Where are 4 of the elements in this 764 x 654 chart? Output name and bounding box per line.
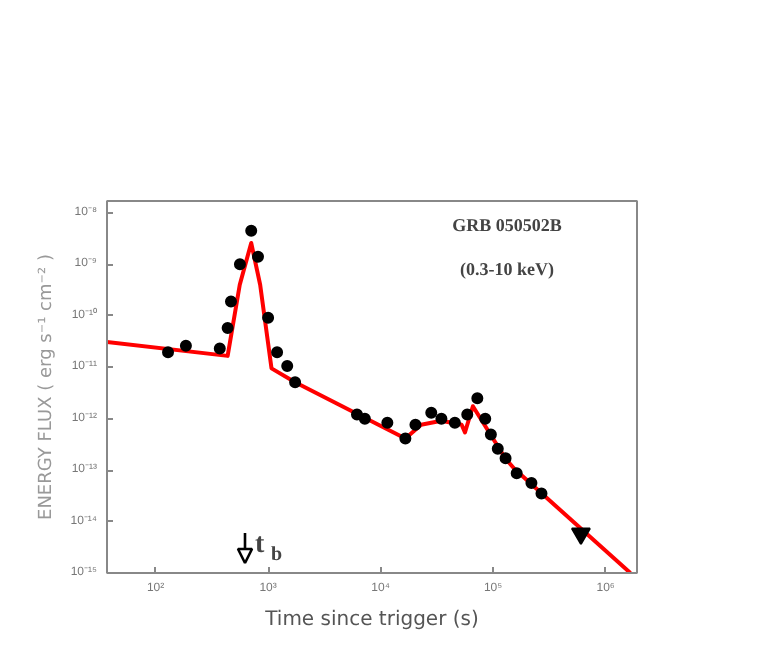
y-axis-title: ENERGY FLUX ( erg s⁻¹ cm⁻² )	[36, 254, 57, 520]
x-axis-title: Time since trigger (s)	[263, 609, 479, 631]
text: (0.3-10 keV)	[460, 259, 555, 279]
text: GRB 050502B	[452, 215, 562, 235]
